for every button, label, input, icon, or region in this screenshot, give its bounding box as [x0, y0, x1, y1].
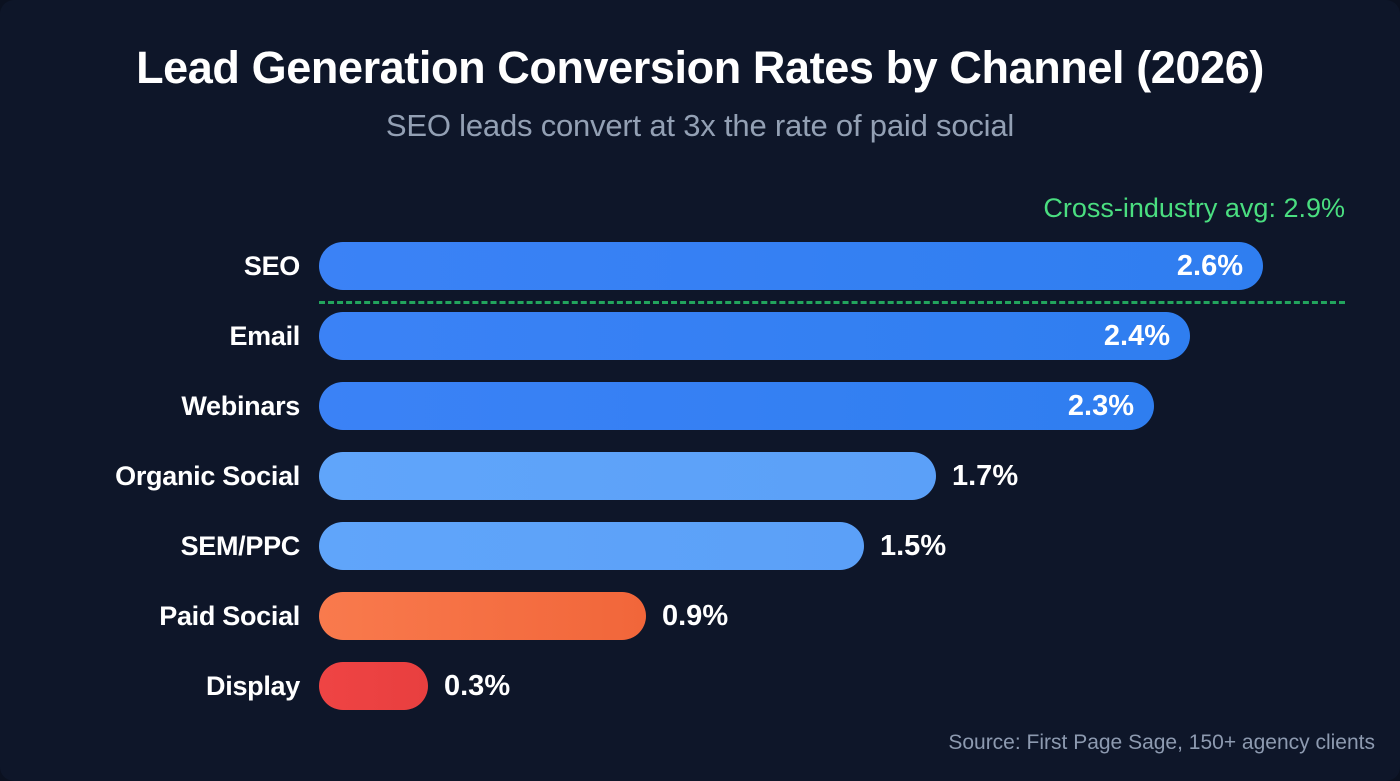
average-annotation-label: Cross-industry avg: 2.9% — [1043, 193, 1345, 223]
bar-category-label: Paid Social — [159, 600, 300, 631]
bar-row: Webinars 2.3% — [0, 371, 1400, 441]
bar-value-label: 1.7% — [952, 459, 1019, 492]
bar[interactable] — [319, 592, 646, 640]
bar[interactable] — [319, 662, 428, 710]
bar-category-label: SEM/PPC — [180, 530, 301, 561]
bar[interactable]: 2.4% — [319, 312, 1190, 360]
bar-container: 0.9% — [319, 592, 728, 640]
bar-container: 2.6% — [319, 242, 1263, 290]
bar-row: Email 2.4% — [0, 301, 1400, 371]
bar-row: SEO 2.6% — [0, 231, 1400, 301]
bar-value-label: 2.4% — [1103, 319, 1170, 352]
bar[interactable] — [319, 522, 864, 570]
bar-container: 2.3% — [319, 382, 1154, 430]
bar[interactable]: 2.6% — [319, 242, 1263, 290]
bar-value-label: 2.6% — [1176, 249, 1243, 282]
bar-row: Display 0.3% — [0, 651, 1400, 721]
bar-container: 1.7% — [319, 452, 1018, 500]
bar-category-label: Email — [229, 320, 300, 351]
bar-container: 0.3% — [319, 662, 510, 710]
bar-container: 2.4% — [319, 312, 1190, 360]
bar-category-label: SEO — [243, 250, 300, 281]
bar-category-label: Organic Social — [115, 460, 300, 491]
bar-row: SEM/PPC 1.5% — [0, 511, 1400, 581]
plot-area: SEO 2.6% Email 2.4% Webinars 2.3% Organic Soci… — [0, 231, 1400, 721]
bar[interactable]: 2.3% — [319, 382, 1154, 430]
page-title: Lead Generation Conversion Rates by Chan… — [136, 42, 1264, 93]
bar-value-label: 0.3% — [444, 669, 511, 702]
bar-value-label: 1.5% — [880, 529, 947, 562]
bar-row: Organic Social 1.7% — [0, 441, 1400, 511]
bar-row: Paid Social 0.9% — [0, 581, 1400, 651]
bar[interactable] — [319, 452, 936, 500]
source-note: Source: First Page Sage, 150+ agency cli… — [948, 731, 1375, 754]
chart-subtitle: SEO leads convert at 3x the rate of paid… — [385, 107, 1015, 143]
average-reference-line — [319, 301, 1345, 304]
bar-category-label: Display — [206, 670, 300, 701]
bar-category-label: Webinars — [181, 390, 300, 421]
bar-container: 1.5% — [319, 522, 946, 570]
chart-header: Lead Generation Conversion Rates by Chan… — [0, 42, 1400, 143]
bar-value-label: 2.3% — [1067, 389, 1134, 422]
bar-value-label: 0.9% — [662, 599, 729, 632]
